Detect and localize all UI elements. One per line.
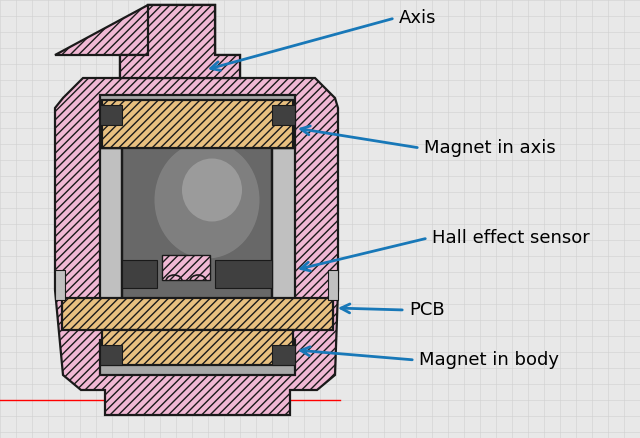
Polygon shape: [100, 340, 295, 375]
Polygon shape: [328, 270, 338, 300]
Polygon shape: [55, 5, 215, 55]
Polygon shape: [272, 130, 295, 148]
Polygon shape: [100, 130, 122, 148]
Polygon shape: [272, 105, 295, 125]
Ellipse shape: [154, 141, 259, 258]
Text: Magnet in body: Magnet in body: [419, 351, 559, 369]
Polygon shape: [120, 5, 240, 78]
Polygon shape: [162, 255, 210, 280]
Polygon shape: [100, 95, 295, 130]
Polygon shape: [122, 130, 272, 310]
Text: Axis: Axis: [399, 9, 436, 27]
Polygon shape: [100, 345, 122, 365]
Polygon shape: [100, 105, 122, 125]
Text: Hall effect sensor: Hall effect sensor: [432, 229, 589, 247]
Polygon shape: [102, 100, 293, 148]
Polygon shape: [272, 148, 295, 310]
Text: Magnet in axis: Magnet in axis: [424, 139, 556, 157]
Polygon shape: [55, 270, 65, 300]
Ellipse shape: [182, 159, 242, 222]
Polygon shape: [272, 345, 295, 365]
Polygon shape: [100, 148, 122, 310]
Polygon shape: [215, 260, 272, 288]
Polygon shape: [122, 260, 157, 288]
Polygon shape: [55, 78, 338, 415]
Polygon shape: [62, 298, 333, 330]
Polygon shape: [102, 330, 293, 365]
Text: PCB: PCB: [409, 301, 445, 319]
Polygon shape: [120, 5, 240, 78]
